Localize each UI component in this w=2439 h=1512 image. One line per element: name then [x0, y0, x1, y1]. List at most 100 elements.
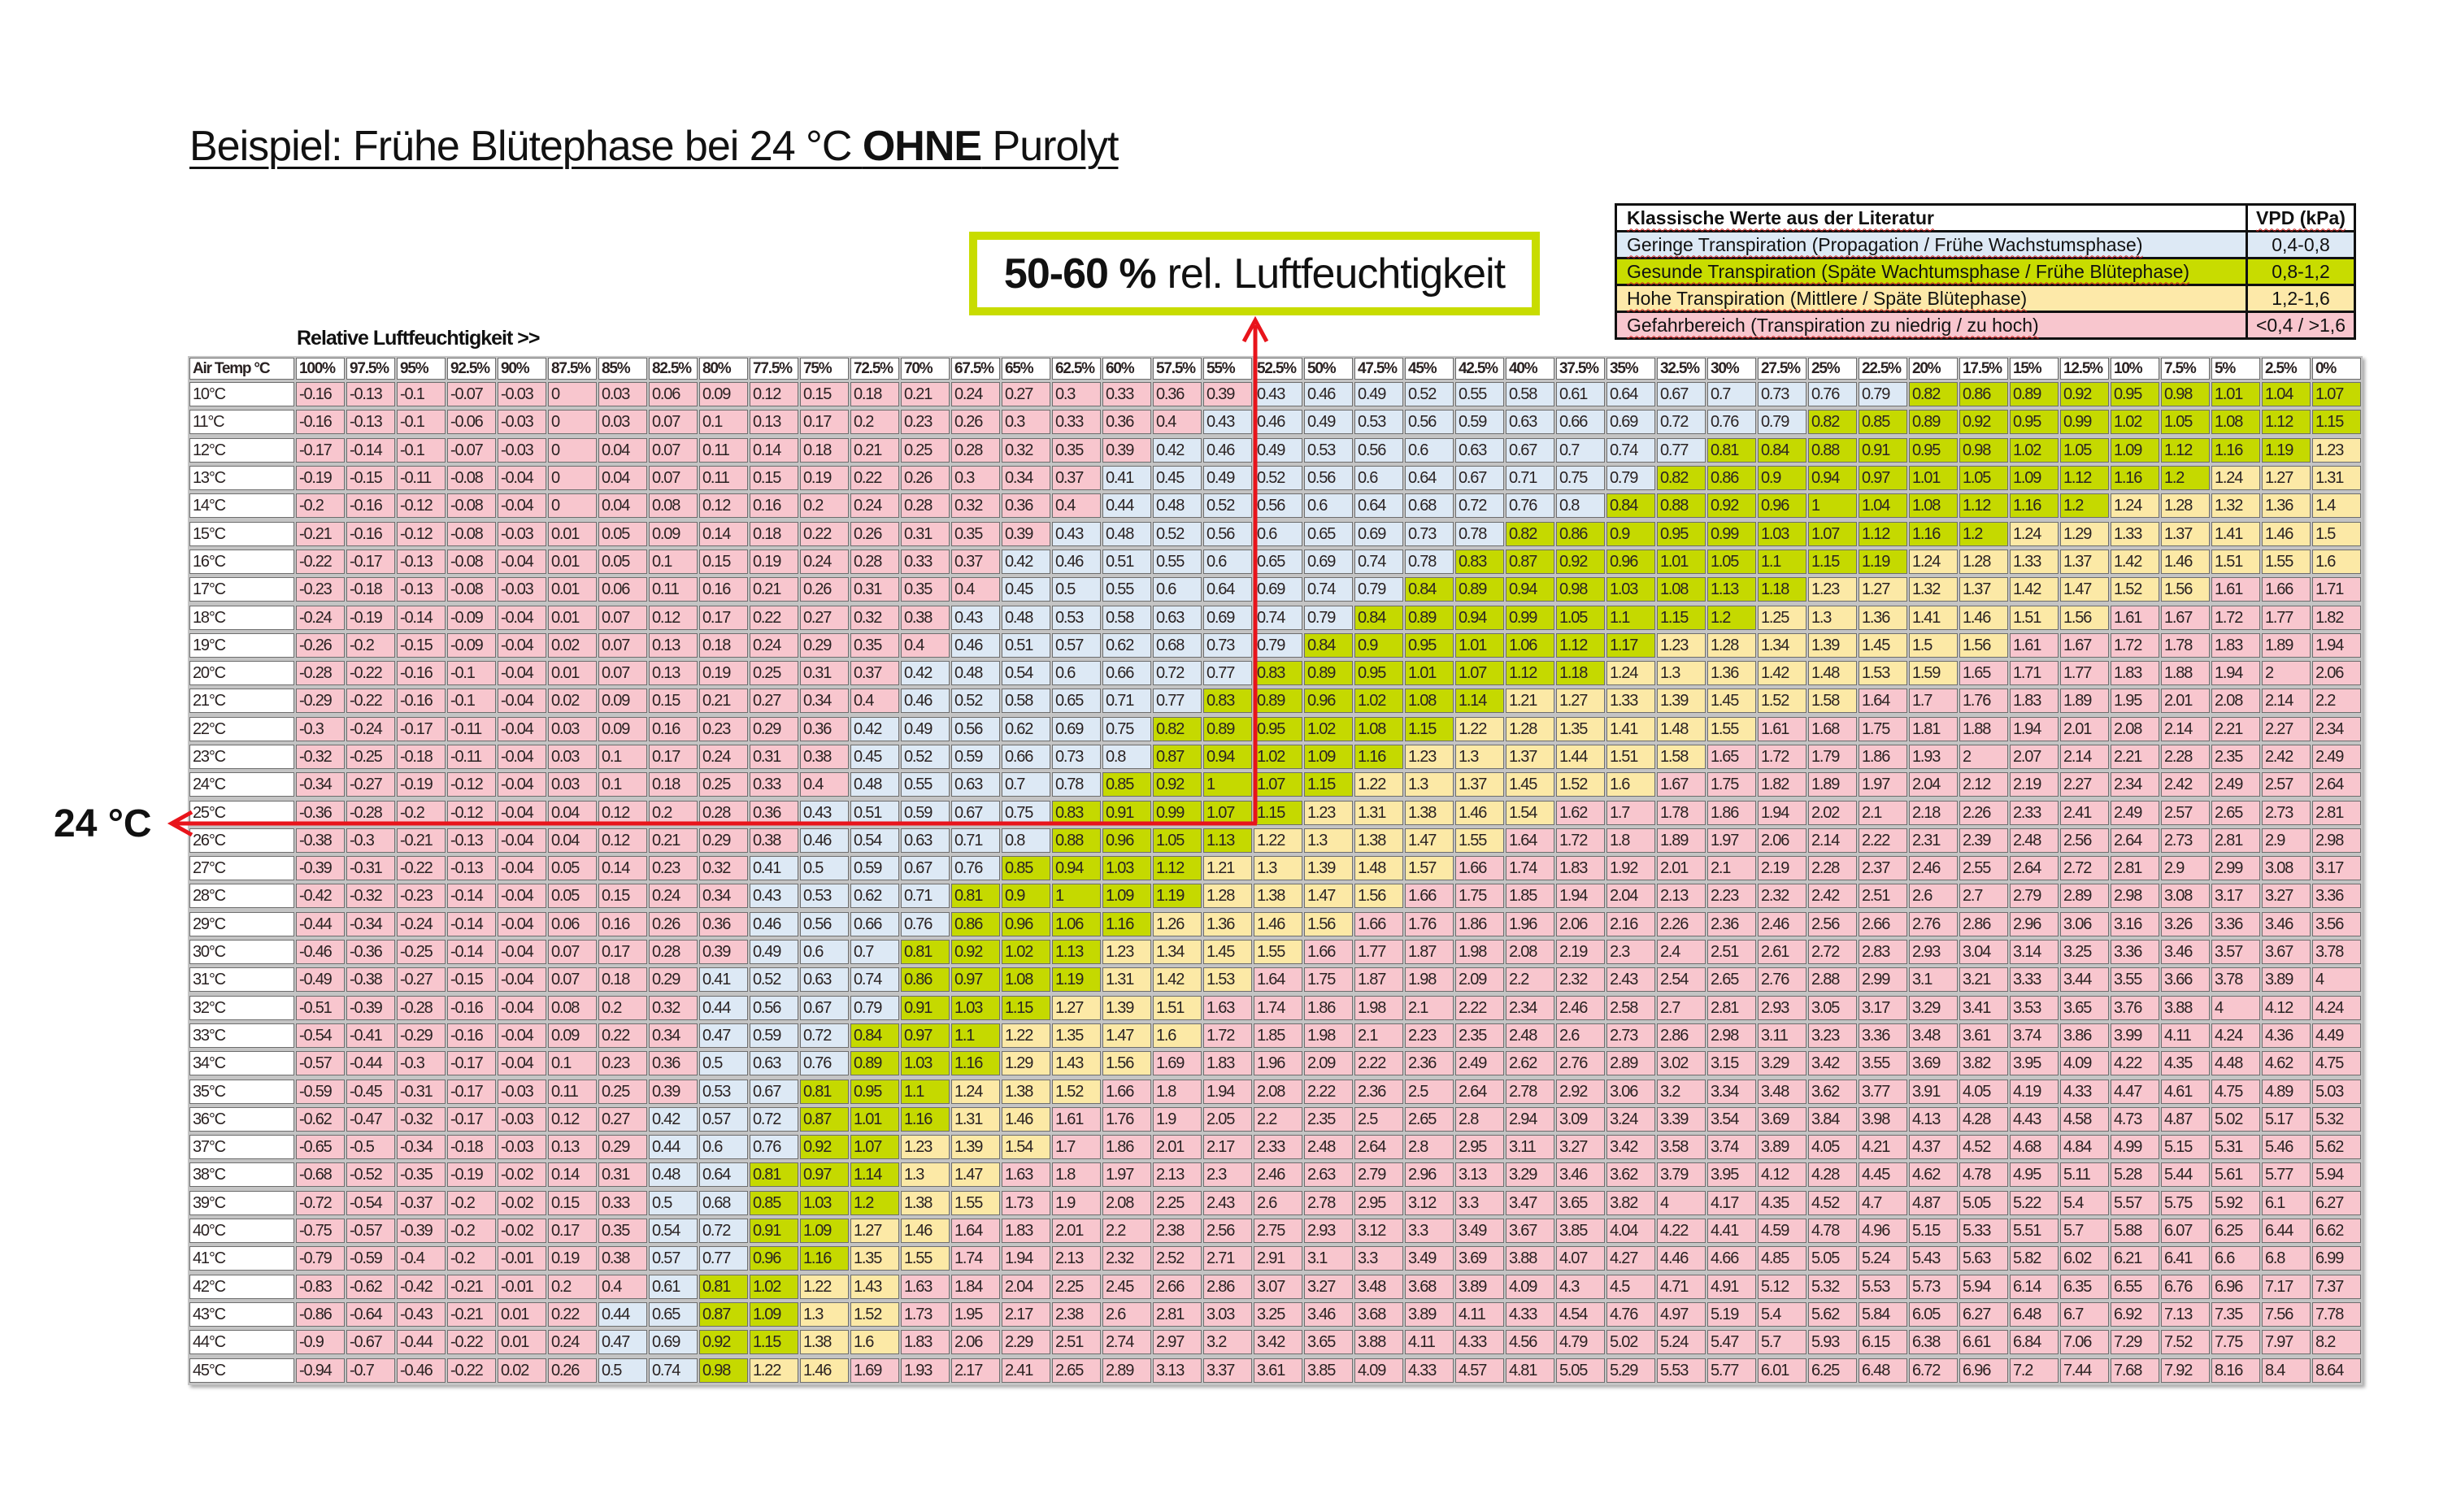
vpd-cell-text: 6.72 — [1909, 1358, 1958, 1383]
vpd-cell: 5.32 — [2311, 1104, 2363, 1135]
vpd-cell: 2.78 — [1504, 1076, 1556, 1106]
vpd-cell: 0.08 — [546, 993, 598, 1023]
vpd-cell: 1.15 — [1000, 993, 1052, 1023]
vpd-cell-text: 0.01 — [548, 605, 597, 630]
vpd-cell-text: -0.04 — [498, 884, 546, 909]
vpd-cell-text: 1.16 — [2010, 493, 2059, 519]
vpd-cell-text: 1.24 — [2211, 466, 2260, 491]
vpd-cell: -0.04 — [496, 741, 548, 772]
vpd-cell: 0.84 — [849, 1020, 901, 1051]
vpd-cell: 1.35 — [1050, 1020, 1102, 1051]
vpd-cell-text: 0.77 — [1657, 437, 1706, 463]
vpd-cell-text: 1.59 — [1909, 661, 1958, 686]
vpd-cell: 0.22 — [597, 1020, 649, 1051]
vpd-cell: 1.93 — [899, 1355, 951, 1385]
vpd-cell: 2.3 — [1202, 1160, 1254, 1190]
vpd-cell-text: 3.78 — [2211, 967, 2260, 993]
vpd-cell-text: 1.82 — [2312, 605, 2361, 630]
vpd-cell: 2.48 — [1302, 1132, 1354, 1162]
vpd-cell: -0.18 — [345, 575, 397, 605]
vpd-cell: 1.16 — [1101, 909, 1153, 939]
vpd-cell: 0.27 — [748, 686, 800, 716]
vpd-cell-text: 3.58 — [1657, 1135, 1706, 1160]
vpd-cell-text: 0.99 — [2060, 410, 2109, 435]
vpd-cell-text: 0.4 — [901, 632, 950, 658]
vpd-cell-text: 2.04 — [1002, 1274, 1050, 1299]
vpd-cell-text: 1.06 — [1052, 911, 1101, 936]
vpd-cell: 1.19 — [1857, 546, 1909, 577]
vpd-cell-text: 0.92 — [1959, 410, 2008, 435]
vpd-cell-text: 0.91 — [1859, 437, 1907, 463]
vpd-cell-text: 3.17 — [1859, 995, 1907, 1020]
vpd-cell-text: 8.4 — [2262, 1358, 2311, 1383]
vpd-cell-text: 0.02 — [548, 632, 597, 658]
vpd-cell-text: 2.81 — [2111, 856, 2159, 881]
title-bold: OHNE — [862, 123, 982, 170]
vpd-cell-text: 1.56 — [1959, 632, 2008, 658]
vpd-cell: 2.35 — [1454, 1020, 1506, 1051]
vpd-cell: 2.14 — [2059, 741, 2111, 772]
vpd-cell: 0.8 — [1000, 825, 1052, 856]
vpd-cell: 0.74 — [1353, 546, 1405, 577]
vpd-cell-text: 4.36 — [2262, 1023, 2311, 1048]
vpd-cell: 1.02 — [1302, 714, 1354, 744]
vpd-cell: 2.38 — [1050, 1299, 1102, 1330]
vpd-cell-text: 1.84 — [951, 1274, 1000, 1299]
vpd-cell-text: 1.89 — [1808, 772, 1857, 797]
vpd-cell: 0.39 — [647, 1076, 699, 1106]
vpd-cell: 1.57 — [1403, 854, 1455, 884]
vpd-cell: 0.29 — [748, 714, 800, 744]
vpd-cell-text: 1.46 — [901, 1219, 950, 1244]
vpd-cell-text: 0.94 — [1052, 856, 1101, 881]
vpd-cell-text: 0.72 — [699, 1219, 748, 1244]
vpd-cell: 1.3 — [1302, 825, 1354, 856]
vpd-cell-text: 1.21 — [1506, 689, 1554, 714]
vpd-cell-text: 0.31 — [901, 521, 950, 546]
vpd-cell: -0.16 — [294, 407, 346, 437]
vpd-cell: 3.06 — [1605, 1076, 1657, 1106]
vpd-cell: 1.29 — [1000, 1049, 1052, 1079]
vpd-cell-text: 0.73 — [1405, 521, 1454, 546]
humidity-column-header-text: 100% — [296, 358, 345, 380]
callout-range: 50-60 % — [1003, 250, 1157, 298]
vpd-cell: 2.22 — [1353, 1049, 1405, 1079]
vpd-cell: -0.04 — [496, 491, 548, 521]
vpd-cell: -0.04 — [496, 546, 548, 577]
vpd-cell: 4.75 — [2210, 1076, 2262, 1106]
vpd-cell: 5.62 — [2311, 1132, 2363, 1162]
vpd-cell-text: -0.04 — [498, 1051, 546, 1076]
vpd-cell: 1.67 — [2159, 602, 2211, 632]
vpd-cell: 1.94 — [2008, 714, 2060, 744]
vpd-cell: 3.89 — [2260, 965, 2312, 995]
vpd-cell: 1.14 — [849, 1160, 901, 1190]
vpd-cell-text: 0.17 — [649, 745, 698, 769]
vpd-cell: 1.02 — [2008, 435, 2060, 465]
vpd-cell-text: -0.59 — [296, 1079, 345, 1104]
vpd-cell-text: 0.03 — [548, 772, 597, 797]
vpd-cell: 0.58 — [1101, 602, 1153, 632]
vpd-cell-text: 4.24 — [2312, 995, 2361, 1020]
vpd-cell: 1.71 — [2311, 575, 2363, 605]
vpd-cell: -0.24 — [345, 714, 397, 744]
vpd-cell: 0.03 — [546, 741, 598, 772]
vpd-cell-text: 2.51 — [1052, 1330, 1101, 1355]
vpd-cell: 0.21 — [849, 435, 901, 465]
vpd-cell: -0.13 — [345, 407, 397, 437]
vpd-cell-text: 4.33 — [1455, 1330, 1504, 1355]
vpd-cell-text: 1.15 — [2312, 410, 2361, 435]
vpd-cell-text: 1.76 — [1405, 911, 1454, 936]
vpd-cell-text: 0.98 — [1556, 577, 1605, 602]
vpd-cell-text: 0.05 — [598, 549, 647, 574]
vpd-cell-text: 1.42 — [2111, 549, 2159, 574]
vpd-cell-text: -0.43 — [397, 1301, 446, 1327]
vpd-cell: 0.94 — [1504, 575, 1556, 605]
vpd-cell: 4.62 — [2260, 1049, 2312, 1079]
vpd-cell: -0.32 — [294, 741, 346, 772]
temperature-cell: 25°C — [188, 797, 296, 828]
vpd-cell: -0.57 — [294, 1049, 346, 1079]
vpd-cell-text: 2.93 — [1909, 940, 1958, 965]
vpd-cell-text: -0.17 — [447, 1051, 496, 1076]
vpd-cell-text: 6.84 — [2010, 1330, 2059, 1355]
vpd-cell: 0.17 — [546, 1215, 598, 1246]
vpd-cell-text: 1.23 — [1657, 632, 1706, 658]
